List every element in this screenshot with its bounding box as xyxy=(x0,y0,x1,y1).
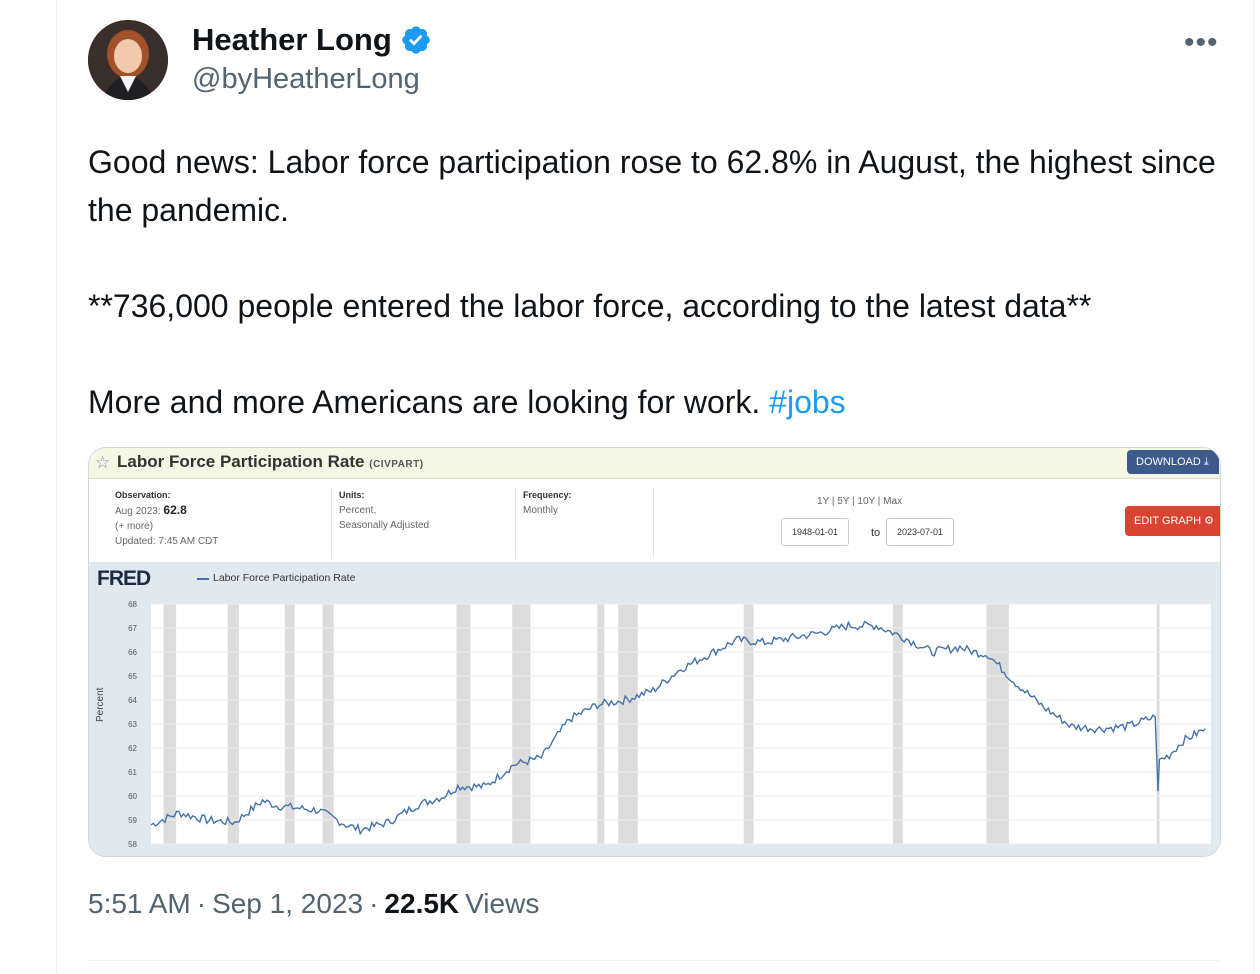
y-tick-label: 64 xyxy=(128,696,137,705)
author-name[interactable]: Heather Long xyxy=(192,22,392,57)
units-line2: Seasonally Adjusted xyxy=(339,520,430,531)
frequency-block: Frequency: Monthly xyxy=(523,488,572,518)
tweet-time[interactable]: 5:51 AM xyxy=(88,888,191,919)
units-line1: Percent, xyxy=(339,505,377,516)
fred-title: Labor Force Participation Rate (CIVPART) xyxy=(117,452,424,472)
download-button: DOWNLOAD ⤓ xyxy=(1127,450,1219,474)
range-links: 1Y | 5Y | 10Y | Max xyxy=(817,496,903,507)
observation-label: Observation: xyxy=(115,490,171,500)
frequency-label: Frequency: xyxy=(523,490,572,500)
star-icon: ☆ xyxy=(95,453,111,472)
more-options-icon[interactable]: ••• xyxy=(1184,26,1219,59)
divider xyxy=(515,488,516,558)
y-tick-label: 63 xyxy=(128,720,137,729)
line-chart: 68 67 66 65 64 63 62 61 60 59 58 xyxy=(128,600,1211,849)
y-tick-label: 67 xyxy=(128,624,137,633)
chart-area: FRED Labor Force Participation Rate Perc… xyxy=(89,562,1220,856)
tweet-paragraph-1: Good news: Labor force participation ros… xyxy=(88,144,1216,228)
y-tick-label: 65 xyxy=(128,672,137,681)
observation-date: Aug 2023: xyxy=(115,506,161,517)
updated-time: Updated: 7:45 AM CDT xyxy=(115,536,219,547)
views-count: 22.5K xyxy=(384,888,460,919)
y-tick-label: 58 xyxy=(128,840,137,849)
author-handle[interactable]: @byHeatherLong xyxy=(192,63,420,95)
y-tick-label: 59 xyxy=(128,816,137,825)
observation-block: Observation: Aug 2023: 62.8 (+ more) Upd… xyxy=(115,488,218,549)
series-line-labor-force-participation-rate xyxy=(150,620,1206,836)
y-tick-label: 66 xyxy=(128,648,137,657)
tweet-text: Good news: Labor force participation ros… xyxy=(88,138,1218,426)
date-from-field: 1948-01-01 xyxy=(781,518,850,546)
avatar[interactable] xyxy=(88,20,168,100)
hashtag-link[interactable]: #jobs xyxy=(769,384,846,420)
edit-graph-label: EDIT GRAPH xyxy=(1134,515,1202,527)
fred-header: ☆ Labor Force Participation Rate (CIVPAR… xyxy=(89,448,1220,479)
fred-logo: FRED xyxy=(97,567,151,590)
observation-value: 62.8 xyxy=(163,503,187,517)
divider xyxy=(331,488,332,558)
right-border xyxy=(1253,0,1254,974)
date-to-field: 2023-07-01 xyxy=(886,518,955,546)
views-label: Views xyxy=(465,888,540,919)
separator: · xyxy=(196,888,207,919)
tweet-paragraph-3: More and more Americans are looking for … xyxy=(88,378,1218,426)
fred-chart-image[interactable]: ☆ Labor Force Participation Rate (CIVPAR… xyxy=(88,447,1221,857)
tweet-date[interactable]: Sep 1, 2023 xyxy=(212,888,364,919)
y-tick-label: 68 xyxy=(128,600,137,609)
bottom-divider xyxy=(88,960,1219,961)
left-border xyxy=(56,0,57,974)
fred-title-text: Labor Force Participation Rate xyxy=(117,452,365,471)
more-label: (+ more) xyxy=(115,521,154,532)
y-tick-label: 62 xyxy=(128,744,137,753)
edit-graph-button: EDIT GRAPH ⚙ xyxy=(1125,506,1220,536)
tweet-footer: 5:51 AM · Sep 1, 2023 · 22.5K Views xyxy=(88,888,539,920)
series-code: (CIVPART) xyxy=(369,459,424,470)
tweet-last-line: More and more Americans are looking for … xyxy=(88,384,761,420)
units-block: Units: Percent, Seasonally Adjusted xyxy=(339,488,429,533)
y-tick-label: 60 xyxy=(128,792,137,801)
divider xyxy=(653,488,654,558)
separator: · xyxy=(369,888,379,919)
to-label: to xyxy=(871,527,881,539)
units-label: Units: xyxy=(339,490,365,500)
frequency-value: Monthly xyxy=(523,505,559,516)
y-tick-label: 61 xyxy=(128,768,137,777)
legend-label: Labor Force Participation Rate xyxy=(213,572,356,584)
download-label: DOWNLOAD xyxy=(1136,456,1201,468)
tweet-paragraph-2: **736,000 people entered the labor force… xyxy=(88,288,1092,324)
legend-swatch xyxy=(197,578,209,580)
author-name-row[interactable]: Heather Long xyxy=(192,22,432,58)
verified-badge-icon xyxy=(402,26,430,54)
